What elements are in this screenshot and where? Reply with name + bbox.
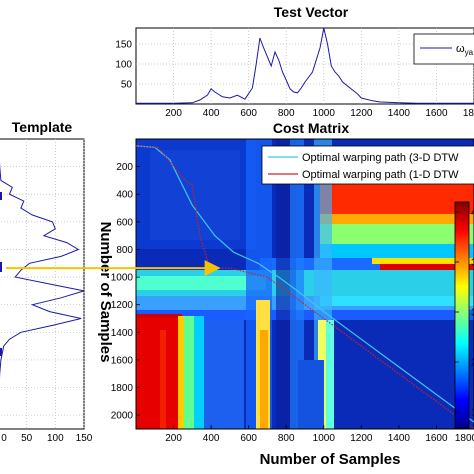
colorbar-tick: 4 [471,208,474,219]
cost-matrix-y-tick: 1200 [111,300,134,311]
legend-label-1d: Optimal warping path (1-D DTW [302,169,459,181]
cost-matrix-y-tick: 400 [116,190,133,201]
template-x-tick: 0 [1,433,7,444]
template-x-tick: 50 [21,433,33,444]
test-vector-x-tick: 200 [165,108,182,119]
test-vector-legend-label: ω [456,43,465,55]
test-vector-title: Test Vector [274,4,349,20]
cost-matrix-x-ticks: 200 400 600 800 1000 1200 1400 1600 1800 [165,425,474,444]
test-vector-y-tick: 50 [121,80,133,91]
colorbar-tick: 1 [471,408,474,419]
test-vector-x-tick: 600 [240,108,257,119]
cost-matrix-y-tick: 200 [116,162,133,173]
test-vector-x-tick: 1000 [313,108,336,119]
template-grid [0,139,85,429]
template-series-line [0,161,85,379]
cost-matrix-y-tick: 1800 [111,383,134,394]
cost-matrix-x-tick: 800 [278,433,295,444]
colorbar-tick: 2 [471,358,474,369]
test-vector-x-ticks: 200 400 600 800 1000 1200 1400 1600 1800 [165,108,474,119]
test-vector-x-tick: 800 [278,108,295,119]
cost-matrix-y-ticks: 200 400 600 800 1000 1200 1400 1600 1800 2000 [111,162,140,422]
cost-matrix-x-tick: 400 [203,433,220,444]
template-title: Template [12,119,73,135]
colorbar-ticks: 4 3 3 2 1 [455,208,474,419]
test-vector-x-tick: 400 [203,108,220,119]
cost-matrix-y-tick: 2000 [111,411,134,422]
colorbar: 4 3 3 2 1 [454,201,474,429]
colorbar-tick: 3 [471,258,474,269]
cost-matrix-x-tick: 1000 [313,433,336,444]
cost-matrix-y-label: Number of Samples [97,222,114,363]
test-vector-grid [136,28,474,104]
test-vector-legend-subscript: ya [465,48,474,57]
test-vector-x-tick: 1400 [388,108,411,119]
template-x-tick: 150 [76,433,93,444]
cost-matrix-x-tick: 600 [240,433,257,444]
test-vector-x-tick: 1800 [463,108,474,119]
test-vector-y-tick: 100 [115,60,132,71]
test-vector-y-tick: 150 [115,40,132,51]
cost-matrix-x-label: Number of Samples [260,451,401,468]
template-axes [0,138,85,430]
cost-matrix-axes [135,138,474,430]
test-vector-x-tick: 1600 [425,108,448,119]
cost-matrix-y-tick: 800 [116,245,133,256]
cost-matrix-legend: Optimal warping path (3-D DTW Optimal wa… [261,145,474,185]
svg-text:ωya: ωya [456,43,474,57]
template-x-tick: 100 [47,433,64,444]
cost-matrix-y-tick: 1400 [111,328,134,339]
colorbar-tick: 3 [471,308,474,319]
legend-label-3d: Optimal warping path (3-D DTW [302,152,459,164]
cost-matrix-x-tick: 1400 [388,433,411,444]
test-vector-legend: ωya [413,33,474,65]
test-vector-series-line [136,27,474,104]
template-x-ticks: 0 50 100 150 [1,433,93,444]
warping-path-1d [136,145,474,429]
cost-matrix-x-tick: 200 [165,433,182,444]
cost-matrix-y-tick: 1600 [111,355,134,366]
cost-matrix-title: Cost Matrix [273,120,349,136]
cost-matrix-x-tick: 1800 [455,433,474,444]
warping-path-3d [136,145,474,423]
cost-matrix-y-tick: 600 [116,217,133,228]
test-vector-x-tick: 1200 [350,108,373,119]
cost-matrix-y-tick: 1000 [111,273,134,284]
test-vector-y-ticks: 50 100 150 [115,40,132,91]
cost-matrix-x-tick: 1200 [350,433,373,444]
cost-matrix-x-tick: 1600 [425,433,448,444]
